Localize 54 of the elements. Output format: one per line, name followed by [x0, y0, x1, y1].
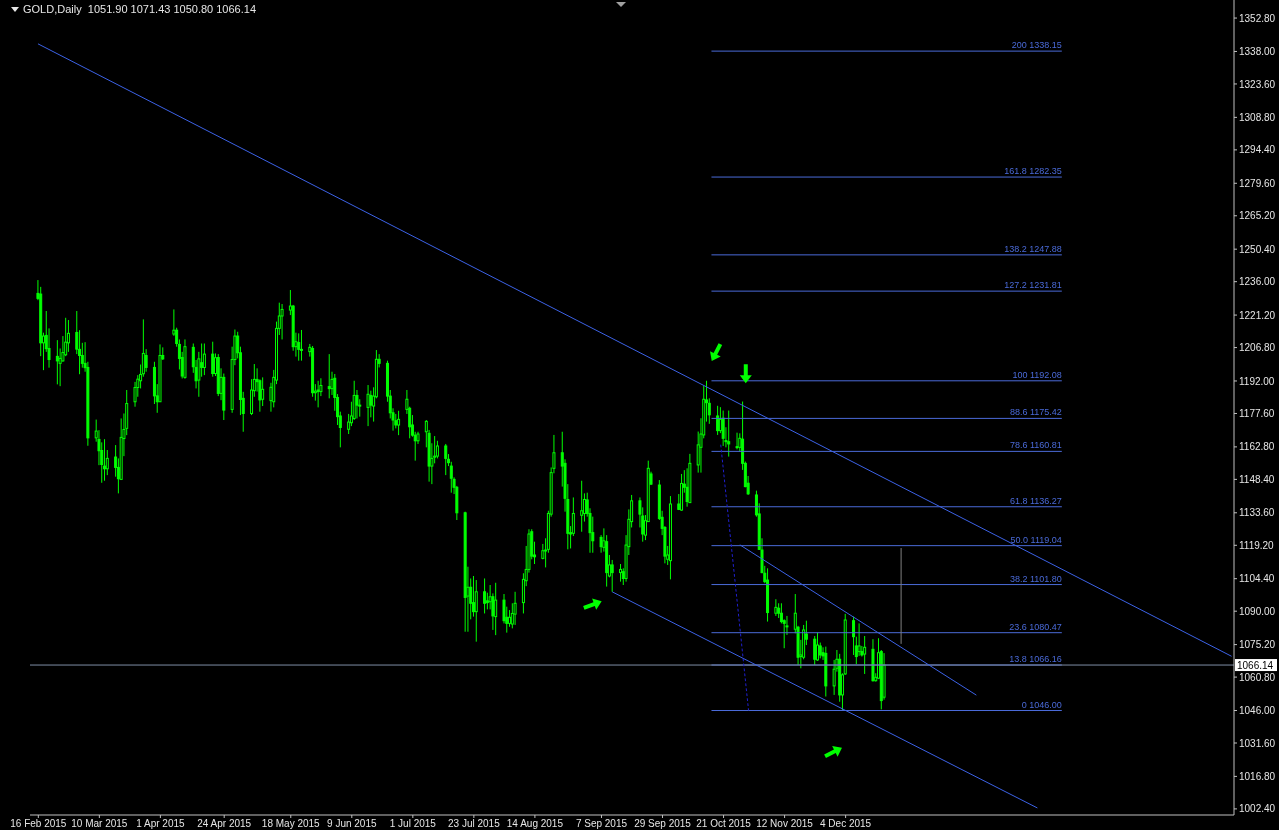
- ref-line-label: 88.6 1175.42: [1009, 407, 1062, 418]
- ref-line-label: 0 1046.00: [1021, 699, 1062, 710]
- y-tick-label: 1090.00: [1239, 605, 1276, 617]
- y-tick-label: 1177.60: [1239, 408, 1275, 420]
- y-tick-label: 1221.20: [1239, 309, 1276, 321]
- x-tick-label: 29 Sep 2015: [634, 818, 692, 830]
- y-tick-label: 1016.80: [1239, 770, 1276, 782]
- x-tick-label: 1 Apr 2015: [136, 818, 186, 830]
- ref-line-label: 38.2 1101.80: [1009, 573, 1062, 584]
- y-tick-label: 1133.60: [1239, 507, 1275, 519]
- y-tick-label: 1104.40: [1239, 573, 1275, 585]
- y-tick-label: 1046.00: [1239, 705, 1276, 717]
- ref-line-label: 1066.14: [1237, 660, 1274, 672]
- ref-line-label: 138.2 1247.88: [1004, 243, 1062, 254]
- y-tick-label: 1323.60: [1239, 78, 1276, 90]
- x-tick-label: 10 Mar 2015: [71, 818, 128, 830]
- x-tick-label: 4 Dec 2015: [820, 818, 872, 830]
- ref-line-label: 100 1192.08: [1012, 369, 1062, 380]
- y-tick-label: 1308.80: [1239, 111, 1276, 123]
- chart-title: GOLD,Daily 1051.90 1071.43 1050.80 1066.14: [23, 3, 257, 15]
- y-tick-label: 1250.40: [1239, 243, 1276, 255]
- x-tick-label: 18 May 2015: [261, 818, 321, 830]
- y-tick-label: 1162.80: [1239, 441, 1275, 453]
- x-tick-label: 21 Oct 2015: [696, 818, 752, 830]
- ref-line-label: 127.2 1231.81: [1004, 280, 1062, 291]
- ref-line-label: 13.8 1066.16: [1009, 654, 1062, 664]
- y-tick-label: 1075.20: [1239, 639, 1276, 651]
- ref-line-label: 61.8 1136.27: [1009, 495, 1062, 506]
- x-tick-label: 16 Feb 2015: [10, 818, 67, 830]
- y-tick-label: 1192.00: [1239, 375, 1275, 387]
- ref-line-label: 50.0 1119.04: [1010, 534, 1062, 545]
- y-tick-label: 1352.80: [1239, 12, 1276, 24]
- y-tick-label: 1338.00: [1239, 46, 1276, 58]
- y-tick-label: 1294.40: [1239, 144, 1276, 156]
- x-tick-label: 7 Sep 2015: [575, 818, 628, 830]
- ref-line-label: 23.6 1080.47: [1009, 621, 1062, 632]
- ref-line-label: 78.6 1160.81: [1009, 440, 1062, 451]
- y-tick-label: 1060.80: [1239, 671, 1276, 683]
- x-tick-label: 23 Jul 2015: [448, 818, 501, 830]
- x-tick-label: 1 Jul 2015: [389, 818, 437, 830]
- y-tick-label: 1265.20: [1239, 210, 1276, 222]
- y-tick-label: 1119.20: [1239, 539, 1275, 551]
- y-tick-label: 1002.40: [1239, 803, 1276, 815]
- y-tick-label: 1279.60: [1239, 177, 1276, 189]
- ref-line-label: 200 1338.15: [1011, 40, 1062, 51]
- x-tick-label: 9 Jun 2015: [327, 818, 377, 830]
- x-tick-label: 24 Apr 2015: [197, 818, 252, 830]
- y-tick-label: 1031.60: [1239, 737, 1276, 749]
- ref-line-label: 161.8 1282.35: [1004, 166, 1062, 177]
- y-tick-label: 1206.80: [1239, 342, 1276, 354]
- y-tick-label: 1148.40: [1239, 473, 1275, 485]
- x-tick-label: 12 Nov 2015: [756, 818, 814, 830]
- y-tick-label: 1236.00: [1239, 276, 1276, 288]
- x-tick-label: 14 Aug 2015: [506, 818, 564, 830]
